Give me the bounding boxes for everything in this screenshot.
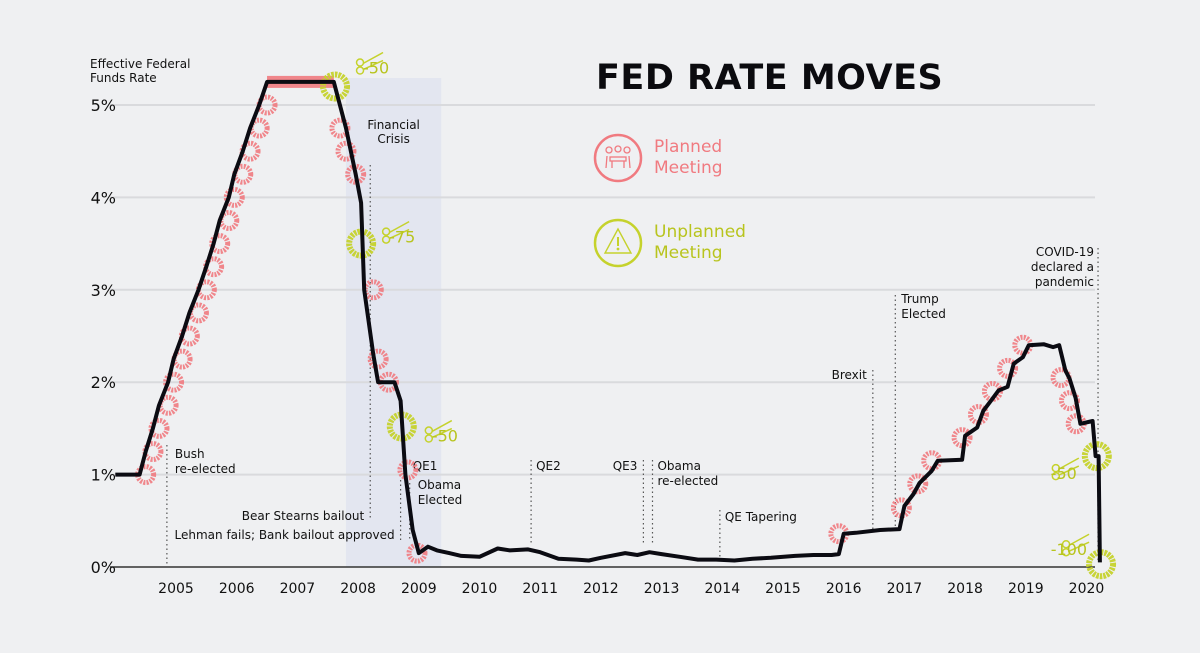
planned-meeting-marker [135, 464, 157, 486]
y-axis-label: Effective Federal Funds Rate [90, 57, 191, 85]
scissors-blade [431, 419, 453, 439]
annotation-label: QE2 [536, 459, 561, 473]
x-tick-label: 2019 [1008, 581, 1044, 597]
x-tick-label: 2017 [887, 581, 923, 597]
meeting-icon [593, 133, 643, 183]
scissors-handle [381, 235, 391, 244]
scissors-icon [381, 220, 410, 244]
unplanned-cut-label: -100 [1051, 540, 1087, 559]
x-tick-label: 2014 [704, 581, 740, 597]
annotation-label: Bush re-elected [175, 447, 236, 476]
financial-crisis-shade [345, 78, 442, 567]
legend-planned: Planned Meeting [592, 132, 744, 184]
x-tick-label: 2013 [644, 581, 680, 597]
planned-meeting-marker [239, 140, 261, 162]
annotation-label: Trump Elected [900, 292, 946, 321]
warning-icon [593, 218, 643, 268]
scissors-icon [424, 419, 453, 443]
unplanned-cut-label: -50 [432, 427, 458, 446]
planned-meeting-marker [335, 140, 357, 162]
planned-meeting-marker [967, 404, 989, 426]
planned-meeting-marker [362, 279, 384, 301]
annotation-label: Obama Elected [418, 478, 463, 507]
x-tick-label: 2005 [158, 581, 194, 597]
planned-meeting-marker [178, 325, 200, 347]
x-tick-label: 2015 [765, 581, 801, 597]
planned-meeting-marker [256, 94, 278, 116]
scissors-handle [424, 434, 434, 443]
scissors-icon [355, 51, 384, 75]
planned-meeting-marker [163, 371, 185, 393]
planned-meeting-marker [187, 302, 209, 324]
y-tick-label: 5% [91, 96, 116, 115]
x-tick-label: 2018 [947, 581, 983, 597]
scissors-icon [1051, 457, 1080, 481]
annotation-label: Brexit [832, 368, 868, 382]
annotation-label: Bear Stearns bailout [242, 509, 365, 523]
annotation-label: QE Tapering [725, 510, 797, 524]
scissors-blade [1058, 457, 1080, 476]
shade-label: Financial [367, 118, 420, 132]
x-tick-label: 2009 [401, 581, 437, 597]
y-tick-label: 4% [91, 188, 116, 207]
x-tick-label: 2016 [826, 581, 862, 597]
x-tick-label: 2008 [340, 581, 376, 597]
unplanned-cut-label: -50 [1051, 464, 1077, 483]
y-tick-label: 1% [91, 466, 116, 485]
chart-title: FED RATE MOVES [596, 58, 944, 98]
shade-label: Crisis [377, 132, 409, 146]
y-tick-label: 0% [91, 558, 116, 577]
planned-meeting-marker [997, 357, 1019, 379]
planned-meeting-marker [171, 348, 193, 370]
annotation-label: COVID-19 declared a pandemic [1031, 245, 1094, 289]
scissors-handle [355, 66, 365, 75]
planned-meeting-marker [142, 441, 164, 462]
legend-unplanned: Unplanned Meeting [592, 217, 764, 269]
planned-meeting-marker [232, 163, 254, 185]
planned-meeting-marker [397, 459, 419, 481]
rate-line [115, 79, 1102, 563]
planned-meeting-marker [890, 497, 912, 519]
planned-meeting-marker [248, 117, 270, 139]
x-tick-label: 2007 [280, 581, 316, 597]
unplanned-cut-label: -50 [363, 59, 389, 78]
planned-meeting-marker [367, 348, 389, 370]
scissors-blade [388, 220, 410, 240]
scissors-handle [1051, 471, 1061, 481]
planned-meeting-marker [345, 163, 367, 185]
planned-meeting-marker [907, 473, 929, 495]
planned-meeting-marker [951, 427, 973, 449]
scissors-blade [362, 51, 384, 71]
planned-meeting-marker [218, 210, 240, 231]
scissors-icon [1061, 533, 1090, 557]
y-tick-label: 3% [91, 281, 116, 300]
annotation-label: Lehman fails; Bank bailout approved [175, 528, 395, 542]
x-tick-label: 2006 [219, 581, 255, 597]
legend-unplanned-label: Unplanned Meeting [654, 222, 746, 263]
x-tick-label: 2012 [583, 581, 619, 597]
planned-meeting-marker [195, 279, 217, 301]
annotation-label: QE1 [413, 459, 438, 473]
planned-meeting-marker [148, 417, 170, 439]
planned-meeting-marker [223, 186, 245, 208]
scissors-blade [1068, 533, 1090, 552]
scissors-handle [1061, 547, 1071, 557]
x-tick-label: 2020 [1069, 581, 1105, 597]
x-tick-label: 2010 [462, 581, 498, 597]
planned-meeting-marker [203, 256, 225, 278]
planned-meeting-marker [406, 542, 428, 564]
annotation-label: QE3 [613, 459, 638, 473]
unplanned-cut-label: -75 [389, 228, 415, 247]
unplanned-meeting-marker [320, 71, 351, 102]
x-tick-label: 2011 [522, 581, 558, 597]
planned-meeting-marker [157, 394, 179, 416]
legend-planned-label: Planned Meeting [654, 137, 723, 178]
y-tick-label: 2% [91, 373, 116, 392]
annotation-label: Obama re-elected [657, 459, 718, 488]
planned-meeting-marker [209, 233, 231, 255]
